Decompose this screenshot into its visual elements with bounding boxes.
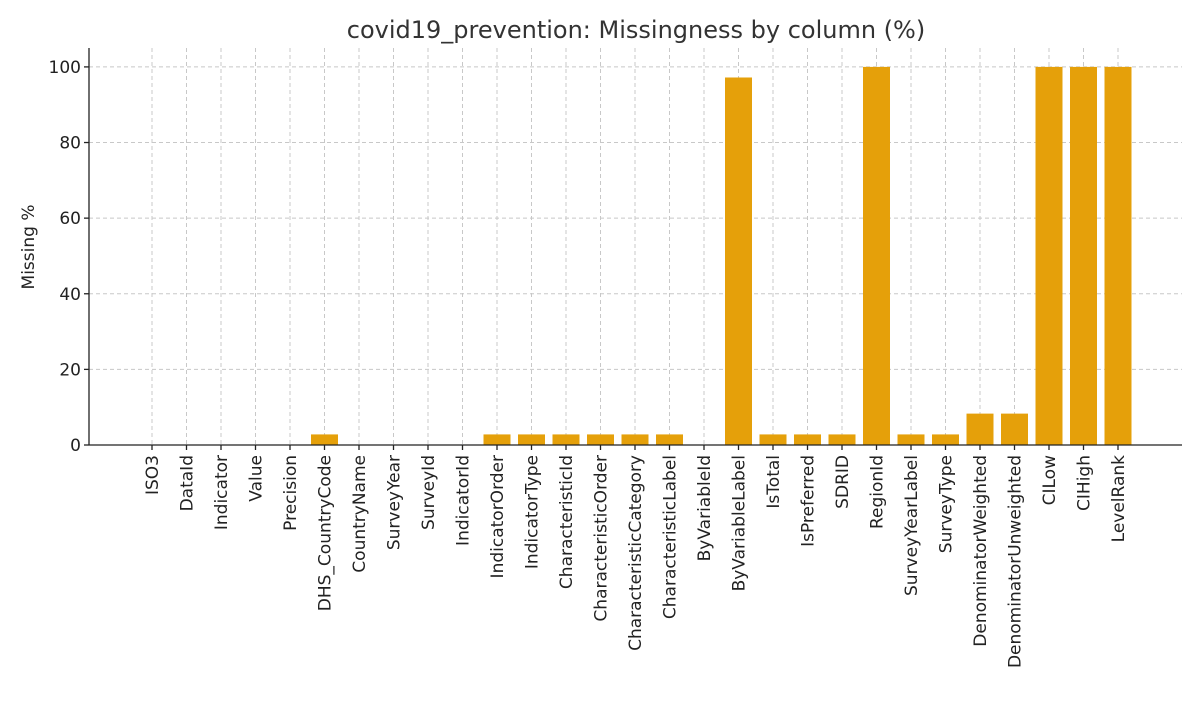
x-tick-label-11: IndicatorType (523, 455, 543, 569)
bar-CharacteristicLabel (656, 434, 683, 445)
x-tick-label-2: Indicator (212, 455, 232, 530)
grid-layer (89, 48, 1182, 446)
x-tick-label-15: CharacteristicLabel (661, 455, 681, 619)
y-axis-label: Missing % (19, 205, 39, 290)
x-tick-label-1: DataId (178, 455, 198, 511)
y-tick-labels: 0 20 40 60 80 100 (49, 58, 81, 456)
bar-IsTotal (759, 434, 787, 445)
y-tick-label-1: 20 (59, 360, 81, 380)
bar-DenominatorUnweighted (1001, 413, 1028, 445)
y-tick-label-0: 0 (70, 436, 81, 456)
bar-LevelRank (1104, 66, 1132, 446)
x-tick-label-12: CharacteristicId (557, 455, 577, 589)
y-tick-label-4: 80 (59, 134, 81, 154)
x-tick-label-17: ByVariableLabel (730, 455, 750, 591)
y-tick-label-2: 40 (59, 285, 81, 305)
x-tick-label-13: CharacteristicOrder (592, 455, 612, 622)
x-tick-labels: ISO3 DataId Indicator Value Precision DHS_Cou… (143, 455, 1129, 668)
x-tick-label-20: SDRID (833, 455, 853, 509)
x-tick-label-21: RegionId (868, 455, 888, 529)
x-tick-label-9: IndicatorId (454, 455, 474, 546)
bar-CIHigh (1070, 66, 1097, 446)
x-tick-label-28: LevelRank (1109, 455, 1129, 543)
y-tick-label-3: 60 (59, 209, 81, 229)
bar-RegionId (863, 66, 890, 446)
bar-CharacteristicCategory (621, 434, 649, 445)
x-tick-label-26: CILow (1040, 455, 1060, 505)
x-tick-label-23: SurveyType (937, 455, 957, 553)
x-tick-label-25: DenominatorUnweighted (1006, 455, 1026, 668)
bar-IsPreferred (794, 434, 821, 445)
x-tick-label-16: ByVariableId (695, 455, 715, 561)
bar-DenominatorWeighted (966, 413, 994, 445)
bar-DHS_CountryCode (311, 434, 338, 445)
x-tick-label-19: IsPreferred (799, 455, 819, 547)
bar-ByVariableLabel (725, 77, 752, 446)
x-tick-label-4: Precision (281, 455, 301, 531)
x-tick-label-7: SurveyYear (385, 455, 405, 550)
x-tick-label-8: SurveyId (419, 455, 439, 530)
x-tick-label-3: Value (247, 455, 267, 502)
bar-SurveyYearLabel (897, 434, 925, 445)
x-tick-label-24: DenominatorWeighted (971, 455, 991, 647)
bar-layer (311, 66, 1132, 446)
y-tick-label-5: 100 (49, 58, 81, 78)
bar-IndicatorType (518, 434, 545, 445)
x-tick-label-10: IndicatorOrder (488, 455, 508, 578)
bar-CILow (1035, 66, 1063, 446)
x-tick-label-27: CIHigh (1075, 455, 1095, 511)
x-tick-label-18: IsTotal (764, 455, 784, 509)
bar-CharacteristicOrder (587, 434, 614, 445)
x-tick-label-14: CharacteristicCategory (626, 455, 646, 651)
bar-IndicatorOrder (483, 434, 511, 445)
bar-CharacteristicId (552, 434, 580, 445)
chart-title: covid19_prevention: Missingness by colum… (347, 16, 925, 44)
x-tick-label-22: SurveyYearLabel (902, 455, 922, 596)
x-tick-label-6: CountryName (350, 455, 370, 573)
bar-SDRID (828, 434, 856, 445)
x-tick-label-5: DHS_CountryCode (316, 455, 336, 611)
x-tick-label-0: ISO3 (143, 455, 163, 495)
bar-SurveyType (932, 434, 959, 445)
axis-layer (84, 48, 1182, 450)
